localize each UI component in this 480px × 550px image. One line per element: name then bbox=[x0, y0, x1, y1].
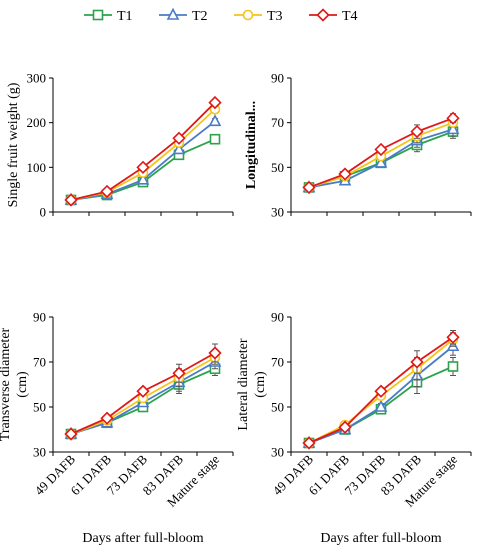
chart-panel-2: 30 50 70 90 Longitudinal... bbox=[244, 71, 472, 220]
data-point bbox=[64, 193, 78, 207]
y-tick-label: 70 bbox=[271, 355, 284, 370]
y-tick-label: 90 bbox=[33, 310, 46, 325]
y-tick-label: 90 bbox=[271, 310, 284, 325]
y-tick-label: 200 bbox=[27, 115, 47, 130]
data-point bbox=[447, 361, 459, 372]
y-tick-label: 30 bbox=[271, 205, 284, 220]
y-axis-title: Longitudinal... bbox=[244, 101, 259, 189]
y-tick-label: 50 bbox=[271, 400, 284, 415]
data-point bbox=[136, 160, 150, 174]
x-axis-title: Days after full-bloom bbox=[82, 531, 203, 546]
chart-panel-1: 0 100 200 300 Single fruit weight (g) bbox=[6, 71, 234, 220]
legend-item-t3: T3 bbox=[234, 9, 283, 24]
data-point bbox=[338, 420, 352, 434]
legend-label: T4 bbox=[342, 9, 358, 24]
legend-item-t4: T4 bbox=[309, 8, 358, 24]
data-point bbox=[172, 366, 186, 380]
data-point bbox=[410, 124, 424, 139]
data-point bbox=[208, 95, 222, 110]
chart-panels: 0 100 200 300 Single fruit weight (g) 30 50 70 9… bbox=[0, 71, 472, 546]
series-t4 bbox=[302, 330, 460, 450]
y-axis-title: Transverse diameter(cm) bbox=[0, 327, 30, 441]
data-point bbox=[208, 346, 222, 360]
data-point bbox=[302, 436, 316, 450]
data-point bbox=[209, 133, 221, 145]
data-point bbox=[172, 142, 186, 155]
series-t2 bbox=[64, 114, 222, 205]
data-point bbox=[446, 111, 460, 125]
data-point bbox=[302, 180, 316, 195]
data-point bbox=[172, 131, 186, 145]
series-line bbox=[70, 120, 216, 201]
y-tick-label: 100 bbox=[27, 160, 47, 175]
legend-label: T2 bbox=[192, 9, 208, 24]
data-point bbox=[446, 330, 460, 344]
data-point bbox=[64, 427, 78, 441]
legend-label: T3 bbox=[267, 9, 283, 24]
data-point bbox=[100, 411, 114, 425]
data-point bbox=[374, 142, 388, 157]
y-axis-title: Single fruit weight (g) bbox=[6, 82, 21, 207]
x-axis-title: Days after full-bloom bbox=[320, 531, 441, 546]
y-tick-label: 300 bbox=[27, 71, 47, 86]
legend-marker-square bbox=[92, 9, 104, 21]
y-tick-label: 90 bbox=[271, 71, 284, 86]
legend-item-t1: T1 bbox=[84, 9, 133, 24]
series-t4 bbox=[302, 111, 460, 195]
data-point bbox=[374, 155, 388, 168]
data-point bbox=[338, 167, 352, 181]
series-t4 bbox=[64, 343, 222, 441]
series-t4 bbox=[64, 95, 222, 207]
y-axis-title-line: Transverse diameter bbox=[0, 327, 13, 441]
legend-marker-circle bbox=[242, 9, 254, 21]
data-point bbox=[208, 114, 222, 127]
y-tick-label: 50 bbox=[33, 400, 46, 415]
y-axis-title-line: (cm) bbox=[15, 371, 30, 398]
y-tick-label: 30 bbox=[33, 445, 46, 460]
y-tick-label: 30 bbox=[271, 445, 284, 460]
legend-label: T1 bbox=[117, 9, 133, 24]
legend-marker-triangle bbox=[166, 7, 180, 20]
data-point bbox=[374, 399, 388, 412]
y-axis-title-line: (cm) bbox=[253, 371, 268, 398]
data-point bbox=[136, 384, 150, 398]
y-axis-title-line: Lateral diameter bbox=[236, 338, 251, 430]
legend-item-t2: T2 bbox=[159, 7, 208, 24]
data-point bbox=[100, 184, 114, 199]
data-point bbox=[374, 384, 388, 398]
data-point bbox=[410, 355, 424, 369]
data-point bbox=[136, 172, 150, 185]
y-tick-label: 70 bbox=[33, 355, 46, 370]
y-tick-label: 0 bbox=[40, 205, 47, 220]
legend: T1 T2 T3 T4 bbox=[84, 7, 358, 24]
y-tick-label: 70 bbox=[271, 115, 284, 130]
y-tick-label: 50 bbox=[271, 160, 284, 175]
y-axis-title: Lateral diameter (cm) bbox=[236, 338, 268, 430]
data-point bbox=[446, 122, 460, 135]
legend-marker-diamond bbox=[316, 8, 330, 22]
